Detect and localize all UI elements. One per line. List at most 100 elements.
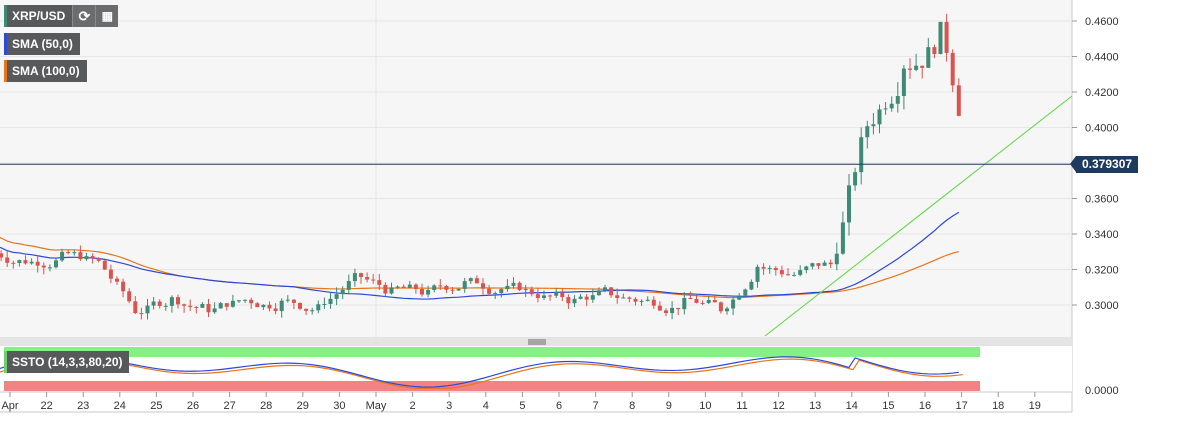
candle-body bbox=[865, 126, 870, 138]
candle-body bbox=[78, 252, 83, 260]
candle-body bbox=[316, 304, 321, 311]
symbol-legend: XRP/USD ⟳ ▦ bbox=[4, 5, 119, 27]
x-tick-label: 15 bbox=[882, 400, 894, 412]
candle-body bbox=[163, 305, 168, 307]
candle-body bbox=[627, 297, 632, 299]
x-tick-label: 26 bbox=[187, 400, 199, 412]
candle-body bbox=[474, 278, 479, 284]
candle-body bbox=[47, 267, 52, 269]
candle-body bbox=[651, 299, 656, 306]
x-tick-label: 3 bbox=[446, 400, 452, 412]
candle-body bbox=[133, 301, 138, 314]
x-tick-label: 14 bbox=[846, 400, 858, 412]
candle-body bbox=[926, 47, 931, 68]
candle-body bbox=[401, 286, 406, 288]
x-tick-label: 13 bbox=[809, 400, 821, 412]
symbol-label: XRP/USD bbox=[12, 9, 66, 23]
candle-body bbox=[548, 295, 553, 297]
candle-body bbox=[359, 273, 363, 278]
candle-body bbox=[755, 266, 760, 282]
candle-body bbox=[487, 288, 492, 294]
x-tick-label: 11 bbox=[736, 400, 747, 412]
candle-body bbox=[413, 284, 418, 290]
candle-body bbox=[853, 172, 858, 186]
candle-body bbox=[194, 306, 199, 308]
candle-body bbox=[859, 137, 864, 173]
x-tick-label: 19 bbox=[1029, 400, 1041, 412]
candle-body bbox=[432, 285, 437, 291]
candle-body bbox=[298, 302, 302, 309]
sma50-label: SMA (50,0) bbox=[12, 37, 73, 51]
candle-body bbox=[468, 278, 473, 282]
trendline bbox=[764, 95, 1073, 337]
candle-body bbox=[871, 124, 876, 127]
x-tick-label: 24 bbox=[114, 400, 126, 412]
candle-body bbox=[566, 297, 571, 304]
oscillator-zero-tick: 0.0000 bbox=[1085, 385, 1119, 397]
overbought-zone bbox=[4, 347, 980, 357]
x-tick-label: 9 bbox=[666, 400, 672, 412]
x-tick-label: 6 bbox=[556, 400, 562, 412]
candle-body bbox=[792, 274, 797, 276]
candle-body bbox=[731, 299, 736, 309]
candle-body bbox=[657, 305, 662, 311]
candle-body bbox=[54, 260, 58, 268]
pane-resize-grip-icon[interactable] bbox=[528, 339, 546, 345]
candle-body bbox=[603, 287, 607, 291]
calendar-icon[interactable]: ▦ bbox=[95, 5, 119, 27]
candle-body bbox=[261, 304, 266, 308]
candle-body bbox=[462, 281, 467, 289]
candle-body bbox=[420, 289, 424, 295]
candle-body bbox=[542, 295, 546, 298]
symbol-swatch bbox=[4, 5, 7, 27]
candle-body bbox=[267, 304, 272, 309]
x-tick-label: 22 bbox=[40, 400, 52, 412]
candle-body bbox=[578, 296, 583, 299]
candle-body bbox=[304, 308, 309, 311]
sma50-legend[interactable]: SMA (50,0) bbox=[4, 33, 80, 55]
candle-body bbox=[291, 299, 296, 303]
x-tick-label: 23 bbox=[77, 400, 89, 412]
oscillator-legend[interactable]: SSTO (14,3,3,80,20) bbox=[4, 351, 129, 373]
candle-body bbox=[895, 96, 900, 104]
candle-body bbox=[664, 310, 668, 314]
candle-body bbox=[920, 65, 925, 68]
candle-body bbox=[877, 109, 882, 125]
candle-body bbox=[41, 265, 46, 268]
candle-body bbox=[426, 290, 431, 295]
x-tick-label: May bbox=[366, 400, 387, 412]
candle-body bbox=[102, 260, 107, 270]
candle-body bbox=[377, 280, 382, 285]
y-tick-label: 0.3600 bbox=[1085, 194, 1119, 206]
candle-body bbox=[688, 297, 693, 299]
candle-body bbox=[798, 270, 803, 275]
candle-body bbox=[450, 289, 455, 291]
sma100-legend[interactable]: SMA (100,0) bbox=[4, 60, 87, 82]
candle-body bbox=[499, 289, 504, 294]
candle-body bbox=[932, 47, 937, 54]
candle-body bbox=[737, 295, 742, 300]
candle-body bbox=[237, 300, 241, 302]
candle-body bbox=[725, 308, 729, 312]
candle-body bbox=[139, 313, 144, 315]
candle-body bbox=[883, 108, 888, 110]
candle-body bbox=[645, 299, 650, 301]
current-price-tag: 0.379307 bbox=[1069, 156, 1139, 173]
candle-body bbox=[840, 222, 845, 254]
candle-body bbox=[767, 268, 772, 270]
candle-body bbox=[108, 269, 113, 279]
y-tick-label: 0.4600 bbox=[1085, 16, 1119, 28]
candle-body bbox=[23, 260, 28, 264]
candle-body bbox=[590, 295, 595, 300]
candle-body bbox=[11, 262, 16, 264]
sma50-line bbox=[0, 211, 960, 300]
oversold-zone bbox=[4, 381, 980, 391]
candle-body bbox=[5, 257, 10, 263]
refresh-icon[interactable]: ⟳ bbox=[72, 5, 96, 27]
candle-body bbox=[804, 266, 809, 271]
candle-body bbox=[121, 281, 126, 292]
candle-body bbox=[371, 279, 376, 281]
candle-body bbox=[151, 301, 156, 306]
sma50-swatch bbox=[4, 33, 7, 55]
